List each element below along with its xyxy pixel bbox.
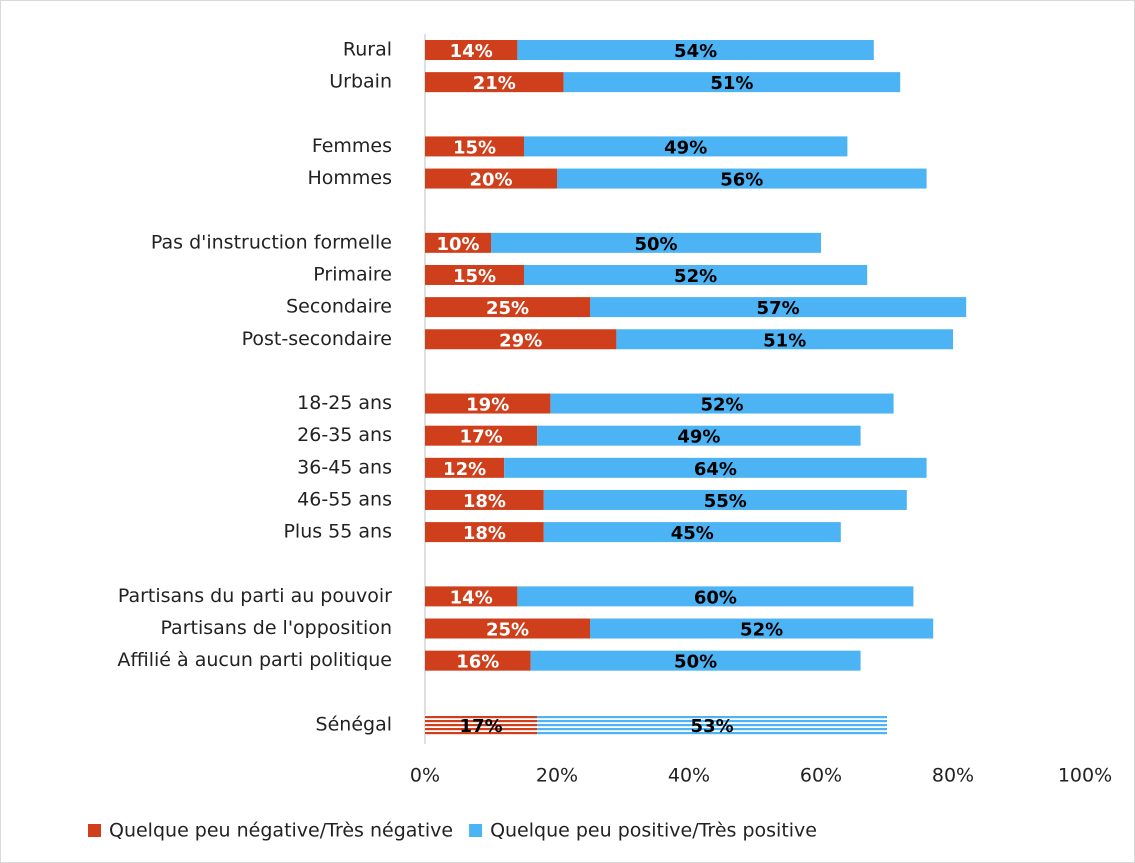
y-tick-label: Post-secondaire bbox=[242, 328, 392, 350]
bar bbox=[425, 425, 538, 446]
value-label: 14% bbox=[450, 41, 493, 62]
value-label: 52% bbox=[674, 266, 717, 287]
value-label: 29% bbox=[499, 330, 542, 351]
value-label: 14% bbox=[450, 587, 493, 608]
legend-swatch bbox=[469, 824, 483, 837]
y-tick-label: Partisans du parti au pouvoir bbox=[118, 585, 392, 607]
value-label: 54% bbox=[674, 41, 717, 62]
bar bbox=[425, 522, 544, 543]
bar bbox=[425, 297, 590, 318]
value-label: 10% bbox=[436, 234, 479, 255]
value-label: 25% bbox=[486, 620, 529, 641]
legend-label: Quelque peu négative/Très négative bbox=[109, 820, 453, 842]
value-label: 45% bbox=[671, 523, 714, 544]
value-label: 52% bbox=[700, 395, 743, 416]
bar bbox=[517, 40, 874, 60]
bar bbox=[563, 72, 901, 93]
value-label: 50% bbox=[674, 652, 717, 673]
bar bbox=[425, 168, 557, 189]
y-tick-label: 46-55 ans bbox=[297, 488, 392, 510]
value-label: 15% bbox=[453, 137, 496, 158]
value-label: 20% bbox=[469, 170, 512, 191]
legend-label: Quelque peu positive/Très positive bbox=[490, 820, 817, 842]
x-tick-label: 20% bbox=[536, 765, 578, 787]
y-tick-label: Affilié à aucun parti politique bbox=[117, 649, 392, 671]
value-label: 25% bbox=[486, 298, 529, 319]
x-tick-label: 40% bbox=[668, 765, 710, 787]
y-tick-label: 26-35 ans bbox=[297, 424, 392, 446]
y-tick-label: 18-25 ans bbox=[297, 392, 392, 414]
value-label: 60% bbox=[694, 587, 737, 608]
value-label: 51% bbox=[763, 330, 806, 351]
bar bbox=[557, 168, 927, 189]
bar bbox=[524, 136, 848, 157]
y-tick-label: Rural bbox=[343, 39, 392, 61]
bar bbox=[616, 329, 953, 350]
bar bbox=[524, 264, 868, 285]
value-label: 55% bbox=[704, 491, 747, 512]
bar bbox=[537, 425, 861, 446]
bar bbox=[530, 650, 861, 671]
value-label: 56% bbox=[720, 170, 763, 191]
value-label: 18% bbox=[463, 523, 506, 544]
bar bbox=[425, 586, 518, 607]
value-label: 57% bbox=[757, 298, 800, 319]
value-label: 17% bbox=[460, 427, 503, 448]
bar bbox=[425, 232, 491, 253]
value-label: 52% bbox=[740, 620, 783, 641]
bar bbox=[425, 714, 538, 735]
bar bbox=[590, 618, 934, 639]
bar bbox=[491, 232, 821, 253]
x-tick-label: 100% bbox=[1058, 765, 1112, 787]
bar bbox=[425, 264, 524, 285]
bar bbox=[425, 650, 531, 671]
value-label: 17% bbox=[460, 716, 503, 737]
y-tick-label: Secondaire bbox=[286, 296, 392, 318]
bar bbox=[425, 72, 564, 93]
bar bbox=[537, 714, 887, 735]
y-tick-label: Primaire bbox=[313, 263, 392, 285]
value-label: 15% bbox=[453, 266, 496, 287]
value-label: 49% bbox=[677, 427, 720, 448]
value-label: 51% bbox=[710, 73, 753, 94]
bar bbox=[425, 618, 590, 639]
bar bbox=[425, 136, 524, 157]
y-tick-label: Partisans de l'opposition bbox=[160, 617, 392, 639]
value-label: 18% bbox=[463, 491, 506, 512]
value-label: 50% bbox=[634, 234, 677, 255]
bar bbox=[425, 489, 544, 510]
y-tick-label: Pas d'instruction formelle bbox=[151, 231, 392, 253]
bar bbox=[425, 457, 505, 478]
y-tick-label: Sénégal bbox=[316, 713, 392, 735]
value-label: 53% bbox=[691, 716, 734, 737]
x-tick-label: 80% bbox=[932, 765, 974, 787]
bar bbox=[504, 457, 927, 478]
bar bbox=[517, 586, 914, 607]
y-tick-label: Plus 55 ans bbox=[283, 521, 392, 543]
bar bbox=[425, 40, 518, 60]
bar bbox=[543, 489, 907, 510]
value-label: 64% bbox=[694, 459, 737, 480]
y-tick-label: Urbain bbox=[329, 71, 392, 93]
legend-swatch bbox=[88, 824, 101, 837]
bar bbox=[590, 297, 967, 318]
y-tick-label: Hommes bbox=[307, 167, 392, 189]
bar bbox=[425, 393, 551, 414]
value-label: 21% bbox=[473, 73, 516, 94]
bar bbox=[543, 522, 841, 543]
x-tick-label: 60% bbox=[800, 765, 842, 787]
x-tick-label: 0% bbox=[410, 765, 440, 787]
y-tick-label: 36-45 ans bbox=[297, 456, 392, 478]
value-label: 12% bbox=[443, 459, 486, 480]
bar bbox=[550, 393, 894, 414]
value-label: 16% bbox=[456, 652, 499, 673]
value-label: 19% bbox=[466, 395, 509, 416]
bar bbox=[425, 329, 617, 350]
value-label: 49% bbox=[664, 137, 707, 158]
y-tick-label: Femmes bbox=[312, 135, 392, 157]
